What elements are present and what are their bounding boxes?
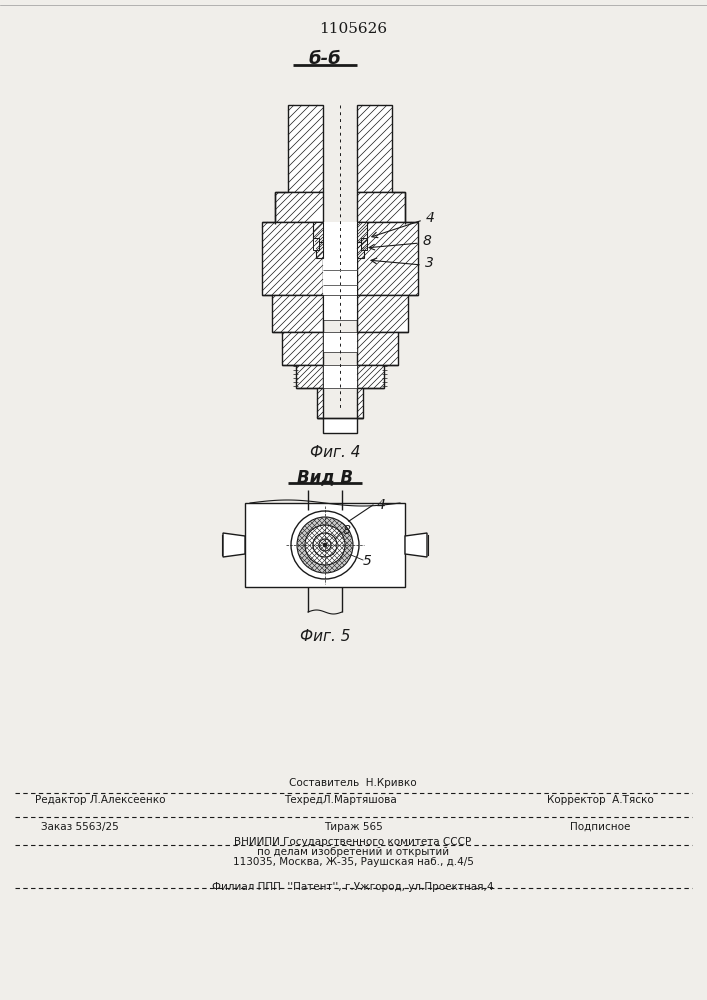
Polygon shape <box>275 192 323 222</box>
Polygon shape <box>357 365 384 388</box>
Polygon shape <box>282 332 323 365</box>
Text: ТехредЛ.Мартяшова: ТехредЛ.Мартяшова <box>284 795 397 805</box>
Text: Филиал ППП  ''Патент'', г.Ужгород, ул.Проектная,4: Филиал ППП ''Патент'', г.Ужгород, ул.Про… <box>212 882 493 892</box>
Polygon shape <box>313 222 323 242</box>
Text: 113035, Москва, Ж-35, Раушская наб., д.4/5: 113035, Москва, Ж-35, Раушская наб., д.4… <box>233 857 474 867</box>
Text: Составитель  Н.Кривко: Составитель Н.Кривко <box>289 778 417 788</box>
Text: 5: 5 <box>363 554 372 568</box>
Text: 4: 4 <box>377 498 386 512</box>
Circle shape <box>319 539 331 551</box>
Polygon shape <box>357 192 405 222</box>
Text: Вид В: Вид В <box>297 468 353 486</box>
Polygon shape <box>357 222 367 242</box>
Circle shape <box>323 543 327 547</box>
Polygon shape <box>316 242 323 258</box>
Polygon shape <box>288 105 323 192</box>
Polygon shape <box>357 332 398 365</box>
Polygon shape <box>323 365 357 388</box>
Text: 8: 8 <box>423 234 432 248</box>
Polygon shape <box>323 222 357 295</box>
Text: ВНИИПИ Государственного комитета СССР: ВНИИПИ Государственного комитета СССР <box>235 837 472 847</box>
Polygon shape <box>262 222 323 295</box>
Polygon shape <box>272 295 323 332</box>
Polygon shape <box>357 295 408 332</box>
Polygon shape <box>323 332 357 352</box>
Polygon shape <box>323 295 357 320</box>
Circle shape <box>305 525 345 565</box>
Polygon shape <box>296 365 323 388</box>
Polygon shape <box>405 533 427 557</box>
Polygon shape <box>323 418 357 433</box>
Polygon shape <box>223 533 245 557</box>
Text: 8: 8 <box>343 524 351 538</box>
Polygon shape <box>313 238 319 250</box>
Text: Фиг. 4: Фиг. 4 <box>310 445 361 460</box>
Circle shape <box>313 533 337 557</box>
Polygon shape <box>317 388 323 418</box>
Polygon shape <box>357 222 418 295</box>
Text: Фиг. 5: Фиг. 5 <box>300 629 350 644</box>
Text: Редактор Л.Алексеенко: Редактор Л.Алексеенко <box>35 795 165 805</box>
Polygon shape <box>357 388 363 418</box>
Polygon shape <box>357 242 364 258</box>
Text: 1105626: 1105626 <box>319 22 387 36</box>
Text: б-б: б-б <box>309 50 341 68</box>
Polygon shape <box>361 238 367 250</box>
Polygon shape <box>245 503 405 587</box>
Text: Тираж 565: Тираж 565 <box>324 822 382 832</box>
Text: 4: 4 <box>426 211 435 225</box>
Text: по делам изобретений и открытий: по делам изобретений и открытий <box>257 847 449 857</box>
Text: Заказ 5563/25: Заказ 5563/25 <box>41 822 119 832</box>
Text: Подписное: Подписное <box>570 822 630 832</box>
Text: Корректор  А.Тяско: Корректор А.Тяско <box>547 795 653 805</box>
Circle shape <box>291 511 359 579</box>
Polygon shape <box>357 105 392 192</box>
Text: 3: 3 <box>425 256 434 270</box>
Circle shape <box>297 517 353 573</box>
